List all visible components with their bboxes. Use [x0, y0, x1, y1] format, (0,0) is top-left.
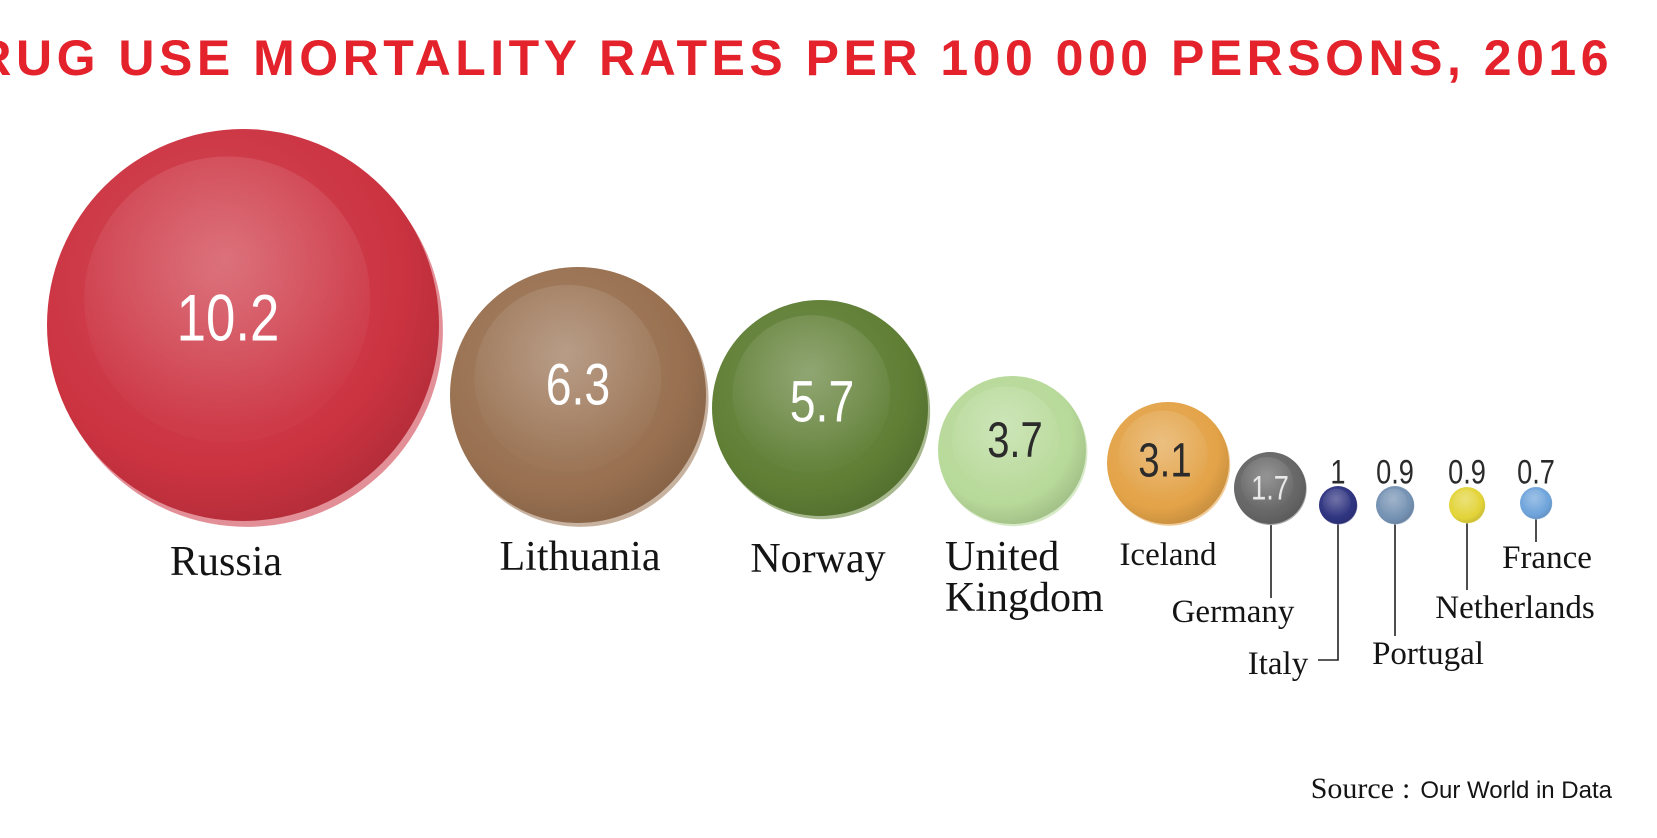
- bubble-highlight-netherlands: [1452, 489, 1479, 516]
- bubble-norway: [712, 300, 931, 520]
- value-label-lithuania: 6.3: [546, 352, 611, 417]
- country-label-norway: Norway: [750, 536, 885, 582]
- value-label-norway: 5.7: [790, 369, 855, 434]
- bubble-highlight-united-kingdom: [952, 386, 1061, 495]
- country-label-lithuania: Lithuania: [500, 534, 661, 580]
- value-label-russia: 10.2: [177, 281, 280, 355]
- chart-title: DRUG USE MORTALITY RATES PER 100 000 PER…: [0, 30, 1613, 86]
- country-label-russia: Russia: [170, 539, 282, 585]
- bubble-italy: [1319, 486, 1358, 525]
- country-label-germany: Germany: [1172, 594, 1295, 630]
- bubble-russia: [47, 129, 443, 527]
- country-label-italy: Italy: [1248, 646, 1309, 682]
- bubble-highlight-france: [1523, 489, 1547, 513]
- bubble-france: [1520, 487, 1553, 520]
- leader-lines: [1270, 519, 1537, 661]
- value-label-italy: 1: [1330, 453, 1345, 492]
- country-label-iceland: Iceland: [1119, 537, 1217, 573]
- leader-line-italy: [1318, 524, 1339, 661]
- source-label: Source: [1311, 772, 1394, 805]
- source-note: Source : Our World in Data: [1311, 772, 1613, 805]
- country-label-united-kingdom: United Kingdom: [945, 534, 1104, 621]
- country-label-portugal: Portugal: [1372, 636, 1484, 672]
- value-label-germany: 1.7: [1251, 469, 1289, 508]
- bubble-highlight-germany: [1240, 457, 1294, 510]
- country-label-netherlands: Netherlands: [1435, 590, 1594, 626]
- bubble-germany: [1234, 452, 1307, 526]
- country-label-france: France: [1502, 540, 1592, 576]
- value-label-iceland: 3.1: [1138, 434, 1191, 487]
- source-text: Our World in Data: [1420, 777, 1612, 804]
- bubble-highlight-russia: [84, 156, 371, 443]
- value-label-netherlands: 0.9: [1448, 453, 1486, 492]
- bubble-highlight-iceland: [1118, 410, 1208, 500]
- bubble-iceland: [1107, 402, 1231, 526]
- bubble-highlight-lithuania: [474, 284, 662, 472]
- value-label-portugal: 0.9: [1376, 453, 1414, 492]
- bubbles: 10.2 6.3 5.7 3.7 3.1 1.7 1 0.9 0.9 0.7: [47, 129, 1555, 527]
- value-label-france: 0.7: [1517, 453, 1555, 492]
- country-labels: Russia Lithuania Norway United Kingdom Icelan…: [170, 534, 1595, 682]
- bubble-highlight-italy: [1322, 488, 1351, 517]
- bubble-portugal: [1376, 486, 1415, 525]
- bubble-lithuania: [450, 267, 709, 527]
- bubble-united-kingdom: [938, 376, 1088, 527]
- bubble-highlight-portugal: [1379, 488, 1408, 517]
- value-label-united-kingdom: 3.7: [987, 412, 1043, 468]
- bubble-netherlands: [1449, 487, 1486, 524]
- bubble-highlight-norway: [732, 315, 891, 473]
